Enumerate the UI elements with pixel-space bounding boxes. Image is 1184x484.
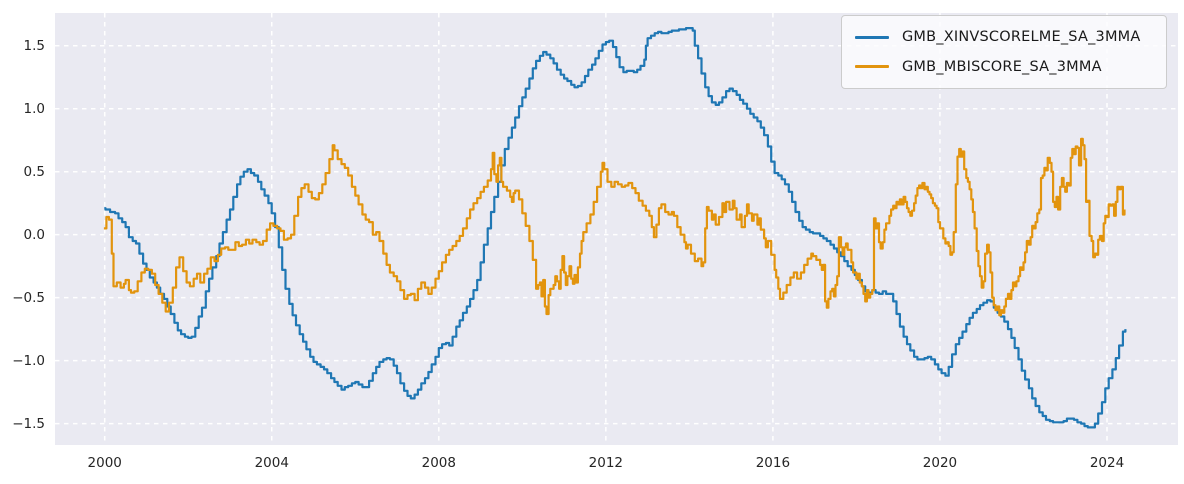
y-tick-label: 0.0 [24,227,45,243]
y-tick-label: −1.0 [12,353,45,369]
legend-label: GMB_XINVSCORELME_SA_3MMA [902,29,1141,46]
x-tick-label: 2016 [756,455,790,471]
legend-line-swatch-orange [855,65,889,68]
x-tick-label: 2000 [88,455,122,471]
x-tick-label: 2012 [589,455,623,471]
y-tick-label: 0.5 [24,164,45,180]
legend-entry: GMB_XINVSCORELME_SA_3MMA [855,29,1166,45]
legend-entry: GMB_MBISCORE_SA_3MMA [855,59,1166,75]
series-line-0 [104,27,1127,429]
gridlines [55,13,1178,445]
legend-line-swatch-blue [855,36,889,39]
y-tick-label: 1.5 [24,38,45,54]
series-line-1 [103,137,1126,317]
tick-labels: 2000 2004 2008 2012 2016 2020 2024 1.5 1.0 0.5 0.0… [12,38,1124,471]
x-tick-label: 2024 [1090,455,1124,471]
x-tick-label: 2020 [923,455,957,471]
legend-label: GMB_MBISCORE_SA_3MMA [902,58,1102,75]
legend: GMB_XINVSCORELME_SA_3MMA GMB_MBISCORE_SA… [841,15,1167,89]
y-tick-label: 1.0 [24,101,45,117]
y-tick-label: −0.5 [12,290,45,306]
y-tick-label: −1.5 [12,416,45,432]
x-tick-label: 2004 [255,455,289,471]
x-tick-label: 2008 [422,455,456,471]
